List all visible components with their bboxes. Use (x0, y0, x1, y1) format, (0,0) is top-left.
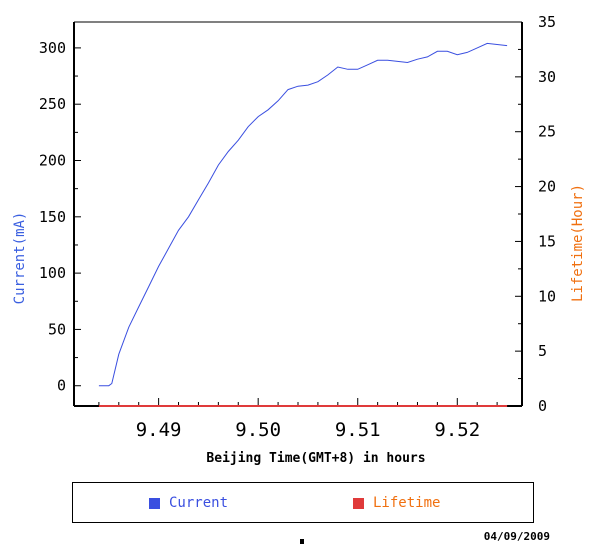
x-tick-label: 9.49 (136, 419, 182, 441)
ticks: 9.49 9.50 9.51 9.52 0 50 100 150 200 250 300 0 5 10 15… (39, 13, 556, 441)
y-left-tick-label: 50 (48, 320, 66, 338)
x-tick-label: 9.51 (335, 419, 381, 441)
y-right-tick-label: 0 (538, 397, 547, 415)
chart: 9.49 9.50 9.51 9.52 0 50 100 150 200 250 300 0 5 10 15… (12, 13, 586, 466)
y-right-tick-label: 5 (538, 342, 547, 360)
y-right-tick-label: 35 (538, 13, 556, 31)
legend-label-current: Current (169, 495, 229, 511)
series-line-current (98, 42, 508, 387)
legend-item-lifetime: Lifetime (353, 495, 440, 511)
legend-label-lifetime: Lifetime (373, 495, 441, 511)
x-axis-label: Beijing Time(GMT+8) in hours (206, 451, 425, 466)
legend-item-current: Current (149, 495, 228, 511)
decorative-dot (300, 539, 304, 544)
y-left-tick-label: 150 (39, 208, 66, 226)
x-tick-label: 9.52 (434, 419, 480, 441)
y-right-tick-label: 10 (538, 287, 556, 305)
y-right-tick-label: 15 (538, 232, 556, 250)
x-tick-label: 9.50 (235, 419, 281, 441)
y-left-tick-label: 100 (39, 264, 66, 282)
y-axis-label-right: Lifetime(Hour) (570, 184, 586, 302)
y-right-tick-label: 20 (538, 178, 556, 196)
y-left-tick-label: 0 (57, 377, 66, 395)
legend: Current Lifetime (72, 482, 534, 523)
y-left-tick-label: 200 (39, 152, 66, 170)
legend-swatch-lifetime (353, 497, 364, 509)
date-stamp: 04/09/2009 (483, 530, 550, 543)
y-left-tick-label: 300 (39, 39, 66, 57)
y-right-tick-label: 30 (538, 68, 556, 86)
legend-swatch-current (149, 497, 160, 509)
y-left-tick-label: 250 (39, 95, 66, 113)
y-right-tick-label: 25 (538, 123, 556, 141)
series (98, 42, 508, 407)
y-axis-label-left: Current(mA) (12, 212, 28, 305)
